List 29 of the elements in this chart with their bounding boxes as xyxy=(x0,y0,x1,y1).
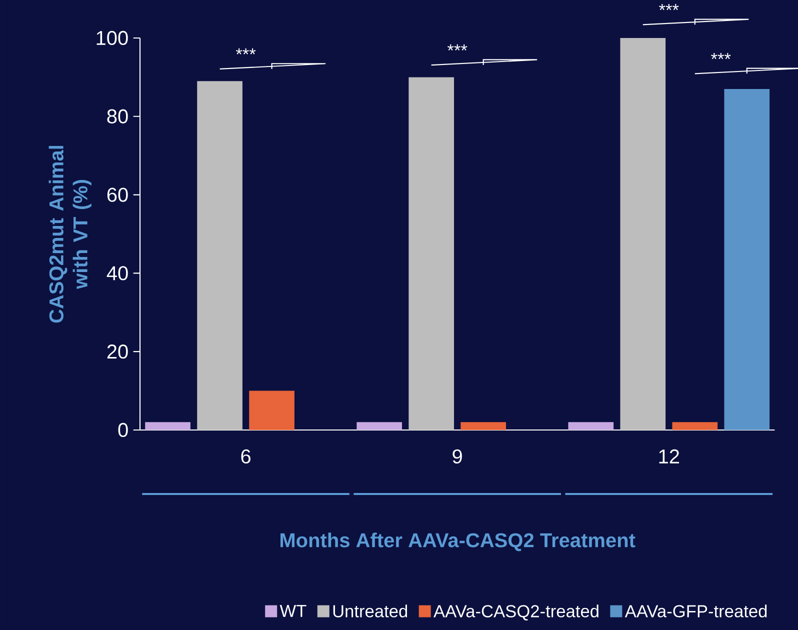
x-axis-title: Months After AAVa-CASQ2 Treatment xyxy=(280,532,636,552)
x-tick-label: 6 xyxy=(241,449,250,464)
y-tick-label: 80 xyxy=(107,109,128,124)
y-tick-label: 0 xyxy=(118,422,128,438)
legend-label: Untreated xyxy=(333,604,408,618)
legend-label: WT xyxy=(280,604,306,617)
y-tick-label: 100 xyxy=(96,30,128,46)
bar xyxy=(620,38,666,430)
y-axis-title: CASQ2mut Animal with VT (%) xyxy=(48,146,92,323)
legend-label: AAVa-GFP-treated xyxy=(624,604,767,618)
bar xyxy=(672,422,718,430)
bar xyxy=(145,422,190,430)
bar xyxy=(197,81,242,430)
annotation: *** xyxy=(711,53,731,60)
bar xyxy=(408,77,454,430)
bar xyxy=(724,88,770,430)
y-tick-label: 20 xyxy=(107,344,128,359)
text: *** xyxy=(659,4,679,10)
bar xyxy=(568,422,614,430)
y-tick-label: 40 xyxy=(106,266,128,280)
bar xyxy=(249,390,294,430)
legend-label: AAVa-CASQ2-treated xyxy=(434,604,598,620)
bar xyxy=(356,422,402,430)
bar xyxy=(460,422,506,430)
x-tick-label: 9 xyxy=(452,449,462,464)
annotation: *** xyxy=(236,48,256,54)
x-tick-label: 12 xyxy=(659,449,680,464)
annotation: *** xyxy=(447,44,468,50)
y-tick-label: 60 xyxy=(107,188,128,202)
